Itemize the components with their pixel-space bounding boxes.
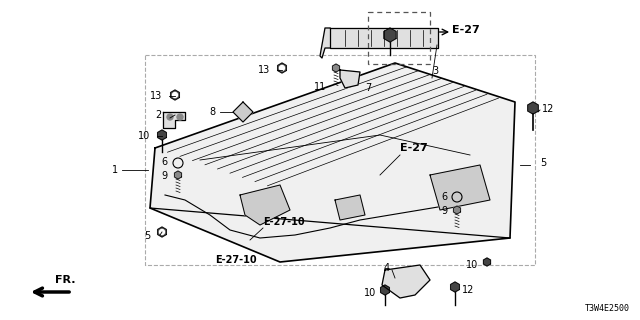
Polygon shape [240, 185, 290, 225]
Polygon shape [333, 64, 339, 72]
Bar [145, 55, 535, 265]
Text: 6: 6 [161, 157, 167, 167]
Polygon shape [233, 102, 253, 122]
Polygon shape [330, 28, 438, 48]
Polygon shape [384, 28, 396, 42]
Text: 2: 2 [156, 110, 162, 120]
Bar [368, 12, 430, 64]
Polygon shape [157, 130, 166, 140]
Circle shape [280, 66, 285, 70]
Text: 4: 4 [384, 263, 390, 273]
Text: 6: 6 [442, 192, 448, 202]
Polygon shape [484, 258, 490, 266]
Polygon shape [163, 112, 185, 128]
Text: 10: 10 [466, 260, 478, 270]
Text: E-27-10: E-27-10 [263, 217, 305, 227]
Text: 7: 7 [365, 83, 371, 93]
Text: 1: 1 [112, 165, 118, 175]
Text: 5: 5 [144, 231, 150, 241]
Polygon shape [175, 171, 182, 179]
Text: 11: 11 [314, 82, 326, 92]
Polygon shape [454, 206, 460, 214]
Text: 10: 10 [364, 288, 376, 298]
Polygon shape [278, 63, 286, 73]
Circle shape [177, 114, 183, 120]
Polygon shape [150, 63, 515, 262]
Circle shape [159, 229, 164, 235]
Polygon shape [340, 70, 360, 88]
Text: E-27-10: E-27-10 [215, 255, 257, 265]
Polygon shape [451, 282, 460, 292]
Text: 13: 13 [258, 65, 270, 75]
Text: 3: 3 [432, 66, 438, 76]
Polygon shape [157, 227, 166, 237]
Polygon shape [320, 28, 330, 58]
Text: 13: 13 [150, 91, 162, 101]
Text: 5: 5 [540, 158, 547, 168]
Circle shape [167, 114, 173, 120]
Text: 9: 9 [161, 171, 167, 181]
Text: E-27: E-27 [452, 25, 480, 35]
Polygon shape [528, 102, 538, 114]
Text: E-27: E-27 [400, 143, 428, 153]
Text: 12: 12 [542, 104, 554, 114]
Text: 8: 8 [210, 107, 216, 117]
Polygon shape [381, 285, 389, 295]
Polygon shape [171, 90, 179, 100]
Text: 9: 9 [442, 206, 448, 216]
Text: 12: 12 [462, 285, 474, 295]
Polygon shape [335, 195, 365, 220]
Polygon shape [382, 265, 430, 298]
Polygon shape [430, 165, 490, 210]
Text: 10: 10 [138, 131, 150, 141]
Text: T3W4E2500: T3W4E2500 [585, 304, 630, 313]
Text: FR.: FR. [55, 275, 76, 285]
Circle shape [173, 92, 177, 98]
